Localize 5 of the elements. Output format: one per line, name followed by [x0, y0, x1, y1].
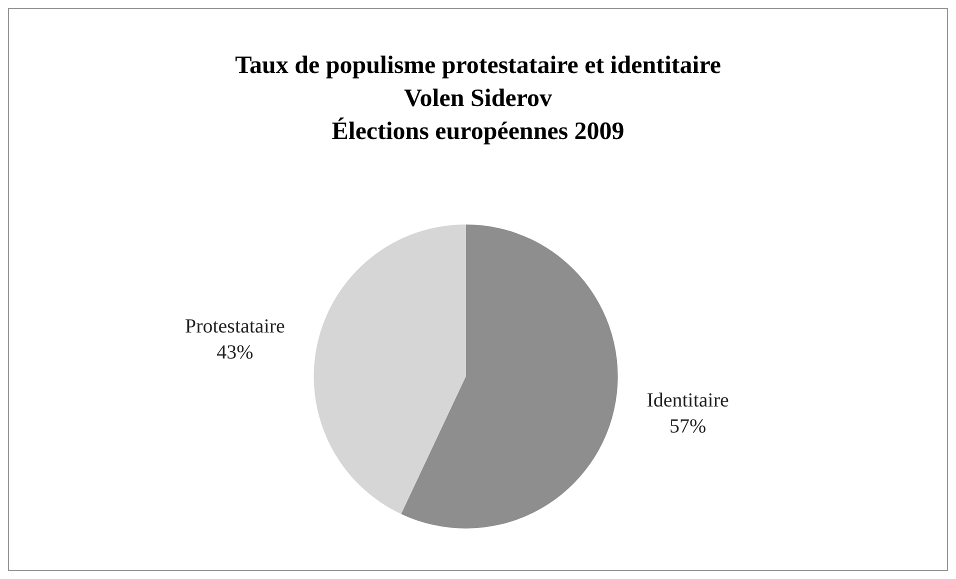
slice-label: Identitaire — [646, 390, 730, 412]
data-label: 43% — [216, 341, 254, 364]
chart-title: Taux de populisme protestataire et identitaire Volen Siderov Élections européennes 2009 — [235, 52, 721, 145]
data-label: 57% — [669, 416, 706, 438]
slice-label: Protestataire — [184, 315, 286, 338]
